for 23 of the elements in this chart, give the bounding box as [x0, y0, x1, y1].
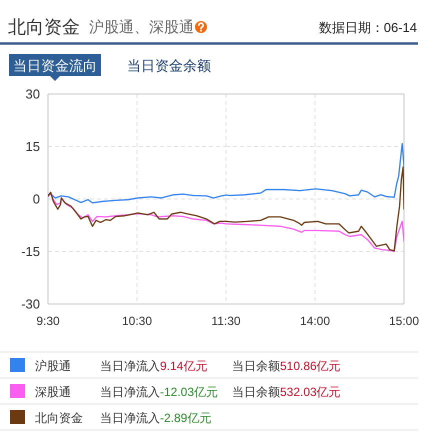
ytick-label: 15 [26, 139, 40, 154]
ytick-label: 30 [26, 86, 40, 102]
xtick-label: 9:30 [36, 314, 60, 328]
annotation-date: 数据日期：06-14 [318, 20, 417, 35]
xtick-label: 14:00 [300, 314, 330, 328]
xtick-label: 11:30 [211, 314, 241, 328]
legend-note: 当日净流入-12.03亿元 [100, 385, 218, 399]
legend-note: 当日余额532.03亿元 [232, 385, 341, 399]
ytick-label: -30 [21, 296, 40, 312]
subtitle: 沪股通、深股通 [89, 19, 194, 36]
legend-label: 沪股通 [35, 359, 71, 373]
legend-note: 当日余额510.86亿元 [232, 359, 341, 373]
tab-active: 当日资金流向 [9, 54, 101, 81]
tab-label: 当日资金余额 [127, 58, 211, 74]
legend-label: 北向资金 [35, 411, 83, 425]
ytick-label: 0 [32, 192, 40, 206]
legend-note: 当日净流入9.14亿元 [100, 359, 208, 373]
legend-note: 当日净流入-2.89亿元 [100, 411, 212, 425]
title: 北向资金 [8, 17, 80, 37]
legend-label: 深股通 [35, 385, 71, 399]
ytick-label: -15 [21, 244, 40, 259]
xtick-label: 10:30 [122, 314, 152, 328]
xtick-label: 15:00 [388, 314, 420, 328]
